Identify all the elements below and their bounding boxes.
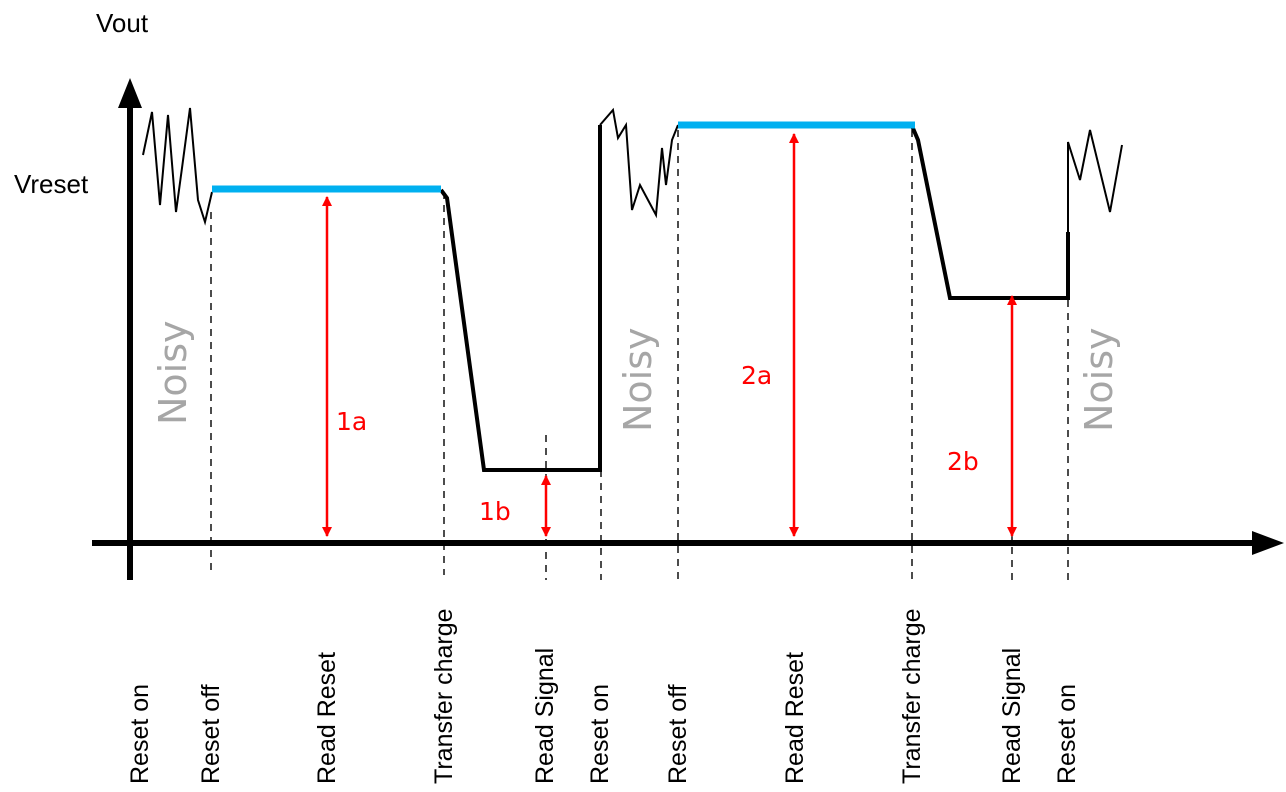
event-guides: [210, 130, 1069, 580]
y-axis-arrowhead: [118, 78, 142, 108]
event-label-reset-on-2: Reset on: [586, 684, 614, 784]
event-labels: Reset on Reset off Read Reset Transfer c…: [126, 608, 1081, 784]
event-label-read-signal-2: Read Signal: [998, 648, 1026, 784]
measure-label-1a: 1a: [336, 407, 367, 436]
noisy-label-1: Noisy: [151, 320, 195, 425]
event-label-transfer-charge-1: Transfer charge: [430, 608, 458, 784]
event-label-read-reset-2: Read Reset: [781, 652, 809, 784]
event-label-reset-off-1: Reset off: [197, 684, 225, 784]
event-label-read-signal-1: Read Signal: [531, 648, 559, 784]
signal-segment-2: [910, 125, 1070, 300]
event-label-read-reset-1: Read Reset: [313, 652, 341, 784]
noise-segment-1: [142, 107, 213, 226]
noise-segment-2: [599, 107, 679, 219]
measurement-arrows: [322, 133, 1017, 537]
measure-label-2b: 2b: [947, 447, 979, 476]
signal-waveform: [142, 107, 1123, 472]
measure-label-1b: 1b: [479, 497, 511, 526]
event-label-reset-on-1: Reset on: [126, 684, 154, 784]
axes: [92, 78, 1284, 580]
measure-label-2a: 2a: [741, 361, 772, 390]
event-label-transfer-charge-2: Transfer charge: [898, 608, 926, 784]
y-axis-label: Vout: [96, 8, 149, 38]
event-label-reset-on-3: Reset on: [1053, 684, 1081, 784]
noisy-label-2: Noisy: [616, 327, 660, 432]
event-label-reset-off-2: Reset off: [664, 684, 692, 784]
vreset-label: Vreset: [14, 169, 89, 199]
noise-segment-3: [1067, 129, 1123, 258]
x-axis-arrowhead: [1252, 531, 1284, 555]
signal-segment-1: [439, 125, 602, 472]
noisy-label-3: Noisy: [1077, 327, 1121, 432]
